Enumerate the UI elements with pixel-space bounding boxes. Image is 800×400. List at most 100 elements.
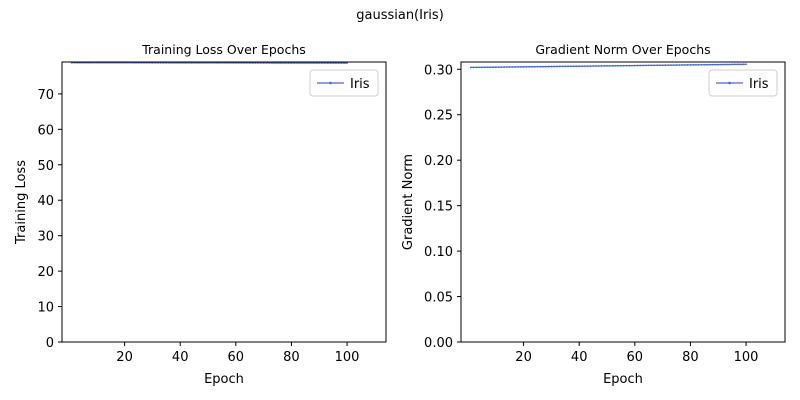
y-tick-label: 0.10	[424, 245, 453, 260]
subplot-2: Gradient Norm Over Epochs Iris 20 40 60 80 100…	[401, 42, 786, 387]
y-tick-label: 0.20	[424, 154, 453, 169]
data-point	[469, 66, 472, 69]
data-point	[550, 65, 553, 68]
data-point	[301, 62, 304, 64]
data-point	[279, 62, 282, 64]
data-point	[594, 65, 597, 67]
x-tick-label: 20	[515, 350, 532, 365]
data-point	[653, 64, 656, 67]
x-tick-label: 80	[283, 350, 300, 365]
legend-marker	[728, 81, 731, 85]
data-point	[739, 63, 742, 66]
data-point	[480, 66, 483, 69]
plot-area	[460, 61, 786, 343]
x-tick-label: 20	[116, 350, 133, 365]
legend-label: Iris	[749, 77, 769, 92]
data-point	[656, 64, 658, 67]
data-point	[625, 64, 628, 67]
data-point	[683, 64, 686, 66]
data-point	[337, 62, 340, 64]
data-point	[321, 62, 323, 64]
data-point	[514, 66, 517, 68]
x-tick-label: 100	[335, 350, 360, 365]
data-point	[265, 62, 268, 64]
plot-area	[61, 61, 387, 343]
x-tick-label: 80	[682, 350, 699, 365]
x-axis-label: Epoch	[204, 372, 244, 387]
data-point	[519, 65, 522, 68]
data-point	[268, 62, 271, 64]
data-point	[298, 62, 301, 64]
data-point	[658, 64, 661, 67]
data-point	[706, 63, 709, 66]
data-point	[745, 63, 747, 66]
data-point	[508, 66, 511, 68]
data-point	[511, 66, 514, 68]
data-point	[564, 65, 567, 68]
x-tick-label: 60	[627, 350, 644, 365]
data-point	[307, 62, 310, 64]
data-point	[329, 62, 332, 64]
data-point	[695, 63, 697, 66]
legend-label: Iris	[350, 77, 370, 92]
data-point	[700, 63, 703, 66]
data-point	[664, 64, 667, 67]
data-point	[544, 65, 547, 68]
data-point	[569, 65, 572, 68]
data-point	[497, 66, 500, 69]
data-point	[597, 65, 600, 67]
x-tick-label: 60	[228, 350, 245, 365]
data-point	[617, 64, 620, 67]
y-tick-label: 40	[37, 194, 54, 209]
data-point	[556, 65, 558, 68]
data-point	[531, 65, 533, 68]
y-tick-label: 70	[37, 88, 54, 103]
data-point	[500, 66, 503, 68]
data-point	[728, 63, 731, 66]
data-point	[589, 65, 592, 67]
y-tick-label: 60	[37, 123, 54, 138]
data-point	[296, 62, 298, 64]
data-point	[276, 62, 279, 64]
data-point	[697, 63, 700, 66]
data-point	[318, 62, 321, 64]
figure-title: gaussian(Iris)	[356, 8, 444, 23]
data-point	[340, 62, 343, 64]
data-point	[606, 64, 608, 67]
data-point	[572, 65, 575, 68]
subplot-title: Gradient Norm Over Epochs	[535, 42, 710, 57]
data-point	[672, 64, 675, 67]
data-point	[494, 66, 497, 69]
data-point	[517, 66, 519, 68]
data-point	[692, 63, 695, 66]
data-point	[722, 63, 725, 66]
data-point	[600, 65, 603, 67]
data-point	[315, 62, 318, 64]
data-point	[558, 65, 561, 68]
data-point	[725, 63, 728, 66]
data-point	[631, 64, 633, 67]
data-point	[343, 62, 346, 64]
data-point	[636, 64, 639, 67]
data-point	[736, 63, 739, 66]
data-point	[483, 66, 486, 69]
y-tick-label: 10	[37, 301, 54, 316]
data-point	[312, 62, 315, 64]
data-point	[742, 63, 745, 66]
x-tick-label: 40	[172, 350, 189, 365]
data-point	[578, 65, 581, 68]
y-tick-label: 0.25	[424, 109, 453, 124]
data-point	[335, 62, 337, 64]
data-point	[678, 64, 681, 66]
data-point	[603, 65, 606, 67]
data-point	[622, 64, 625, 67]
data-point	[542, 65, 544, 68]
data-point	[575, 65, 578, 68]
data-point	[703, 63, 706, 66]
data-point	[522, 65, 525, 68]
data-point	[614, 64, 617, 67]
data-point	[472, 66, 475, 69]
data-point	[620, 64, 622, 67]
